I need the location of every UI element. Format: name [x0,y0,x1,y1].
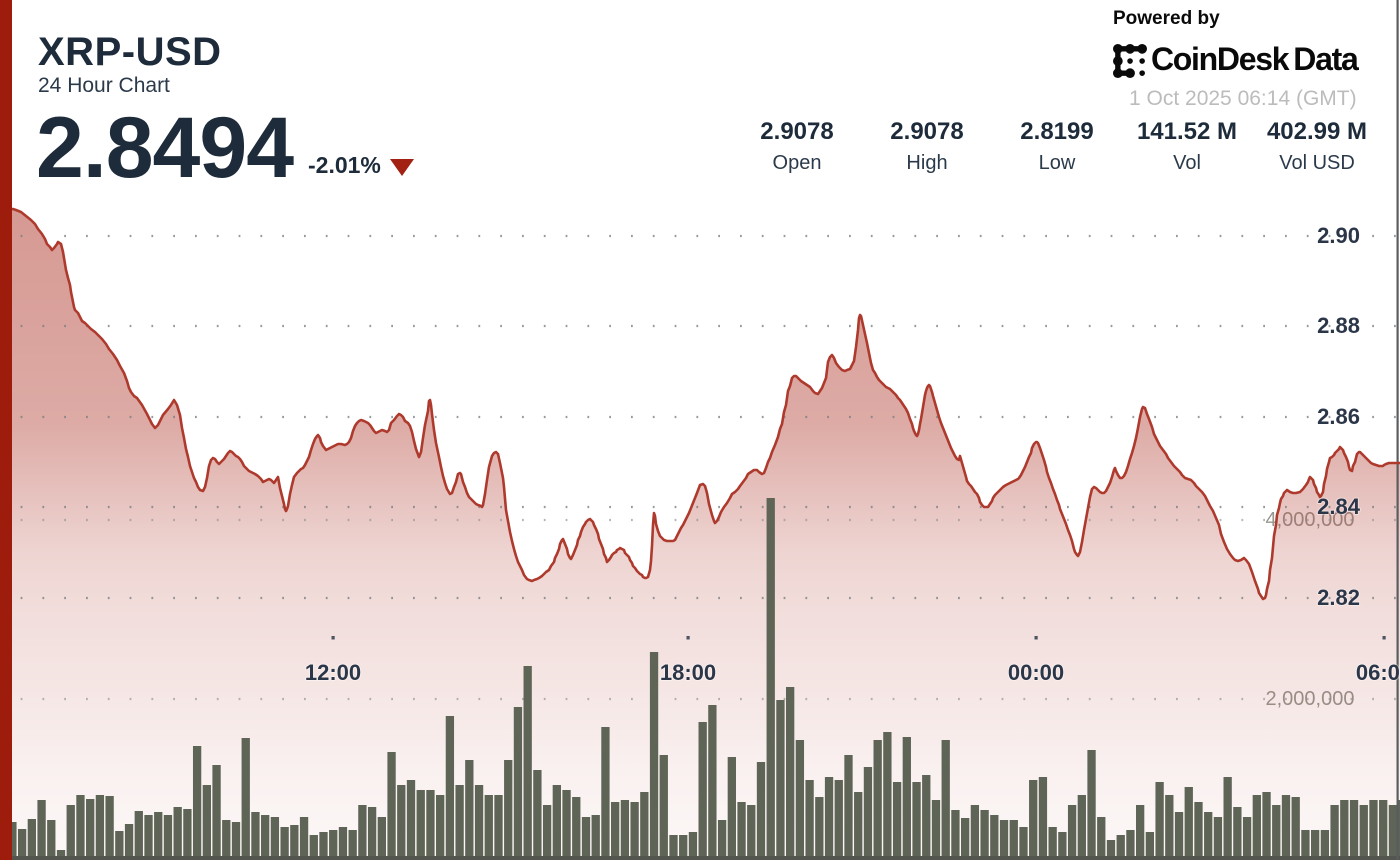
svg-text:12:00: 12:00 [305,660,361,685]
svg-text:2.88: 2.88 [1317,313,1360,338]
svg-text:2.90: 2.90 [1317,223,1360,248]
svg-text:2.86: 2.86 [1317,404,1360,429]
svg-text:00:00: 00:00 [1008,660,1064,685]
svg-text:06:00: 06:00 [1356,660,1400,685]
svg-text:18:00: 18:00 [660,660,716,685]
svg-text:2.84: 2.84 [1317,494,1361,519]
svg-text:2.82: 2.82 [1317,585,1360,610]
